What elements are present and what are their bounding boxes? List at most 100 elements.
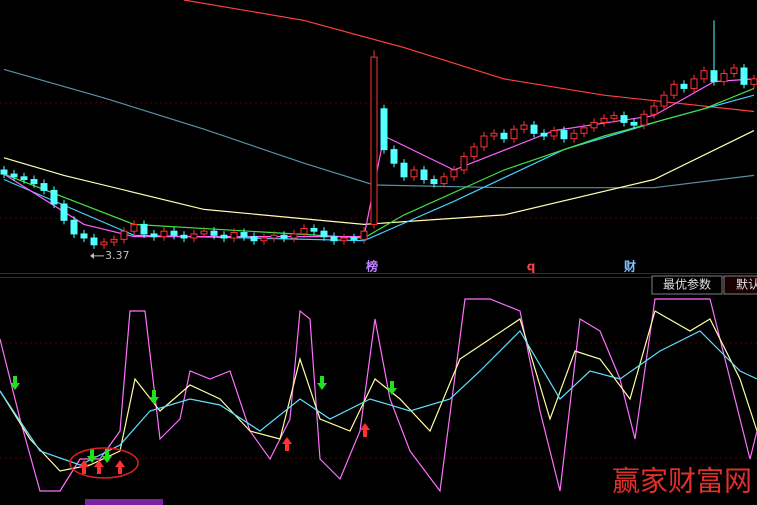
candle-body — [130, 223, 138, 232]
candle-body — [240, 232, 248, 238]
event-marker: 榜 — [366, 259, 378, 274]
sell-arrow — [387, 381, 397, 395]
candle-body — [80, 233, 88, 239]
candle-body — [560, 130, 568, 140]
candle-body — [270, 234, 278, 239]
candle-body — [600, 117, 608, 123]
candle-body — [710, 70, 718, 83]
sell-arrow — [87, 449, 97, 463]
candle-body — [650, 105, 658, 115]
candle-body — [630, 121, 638, 126]
candle-body — [0, 169, 8, 175]
candle-body — [60, 203, 68, 221]
sell-arrow — [149, 390, 159, 404]
candle-body — [490, 132, 498, 137]
buy-arrow — [115, 460, 125, 474]
candle-body — [50, 189, 58, 205]
indicator-line — [3, 78, 755, 238]
candle-body — [400, 162, 408, 178]
event-marker: q — [527, 260, 536, 274]
candle-body — [230, 232, 238, 239]
optimize-button[interactable]: 最优参数 — [663, 277, 711, 292]
price-panel — [0, 0, 757, 249]
candle-body — [180, 234, 188, 239]
candle-body — [570, 132, 578, 140]
event-marker: 财 — [623, 259, 636, 274]
candle-body — [10, 173, 18, 178]
candle-body — [610, 115, 618, 119]
candle-body — [320, 230, 328, 238]
candle-body — [450, 169, 458, 178]
buy-arrow — [94, 460, 104, 474]
candle-body — [520, 124, 528, 130]
candle-body — [580, 127, 588, 134]
candle-body — [20, 176, 28, 181]
indicator-line — [0, 330, 757, 466]
candle-body — [700, 70, 708, 80]
candle-body — [590, 121, 598, 129]
candle-body — [140, 223, 148, 235]
watermark: 赢家财富网 — [612, 465, 752, 498]
candle-body — [500, 132, 508, 140]
candle-body — [640, 113, 648, 126]
indicator-line — [3, 130, 755, 226]
candle-body — [70, 219, 78, 235]
candle-body — [410, 169, 418, 178]
candle-body — [280, 234, 288, 239]
candle-body — [530, 124, 538, 134]
candle-body — [730, 67, 738, 74]
indicator-line — [3, 87, 755, 239]
candle-body — [380, 108, 388, 151]
button-frame[interactable] — [723, 275, 757, 295]
candle-body — [350, 237, 358, 240]
buy-arrow — [360, 423, 370, 437]
candle-body — [210, 230, 218, 236]
candle-body — [460, 155, 468, 171]
indicator-panel — [0, 298, 757, 493]
candle-body — [330, 236, 338, 242]
candle-body — [690, 78, 698, 89]
candle-body — [30, 179, 38, 185]
highlight-ellipse — [69, 447, 139, 479]
indicator-line — [3, 68, 755, 189]
candle-body — [680, 83, 688, 89]
candle-body — [120, 230, 128, 240]
candle-body — [720, 72, 728, 83]
candle-body — [200, 230, 208, 235]
indicator-line — [0, 298, 757, 493]
low-price-label: 3.37 — [105, 249, 130, 262]
scroll-bar — [85, 499, 163, 505]
candle-body — [660, 94, 668, 107]
buy-arrow — [282, 437, 292, 451]
candle-body — [290, 233, 298, 239]
candle-body — [190, 233, 198, 239]
indicator-line — [0, 310, 757, 472]
candle-body — [750, 78, 757, 85]
candle-body — [220, 234, 228, 239]
button-frame[interactable] — [651, 275, 723, 295]
candle-body — [250, 236, 258, 242]
candle-body — [100, 241, 108, 246]
default-button[interactable]: 默认 — [736, 277, 757, 292]
candle-body — [550, 130, 558, 137]
candle-body — [430, 179, 438, 185]
candle-body — [170, 230, 178, 236]
annotation-arrowhead — [90, 252, 94, 259]
candle-body — [480, 135, 488, 148]
candle-body — [110, 238, 118, 243]
indicator-line — [183, 0, 755, 113]
candle-body — [620, 115, 628, 123]
sell-arrow — [10, 376, 20, 390]
buy-arrow — [79, 460, 89, 474]
candle-body — [470, 146, 478, 157]
candle-body — [300, 227, 308, 235]
sell-arrow — [317, 376, 327, 390]
candle-body — [670, 83, 678, 96]
candle-body — [40, 183, 48, 191]
candle-body — [370, 56, 378, 225]
sell-arrow — [102, 449, 112, 463]
candle-body — [310, 227, 318, 232]
candle-body — [340, 237, 348, 242]
candle-body — [740, 67, 748, 85]
